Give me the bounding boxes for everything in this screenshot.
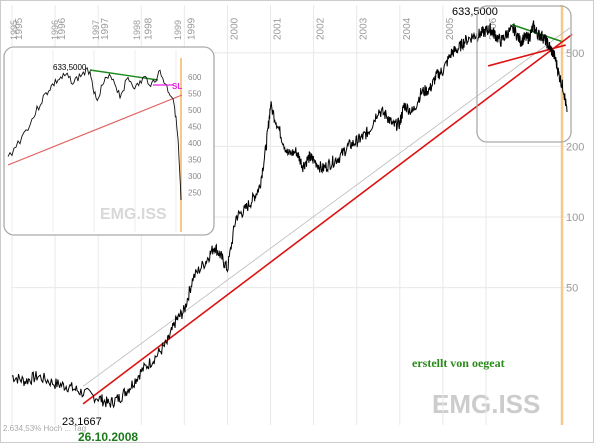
inset-red-trendline [7, 94, 183, 166]
inset-x-tick-label: 1998 [132, 20, 142, 40]
bottom-status-text: 2.634,53% Hoch ... Tag [3, 424, 86, 433]
inset-price-line [7, 67, 182, 201]
y-tick-label: 100 [566, 212, 584, 224]
x-tick-label: 2004 [402, 17, 413, 40]
x-tick-label: 2002 [316, 17, 327, 40]
inset-y-tick-label: 550 [188, 90, 202, 99]
grey-trendline [82, 27, 571, 387]
x-tick-label: 1996 [57, 17, 68, 40]
y-tick-label: 50 [566, 283, 578, 295]
inset-y-tick-label: 600 [188, 73, 202, 82]
inset-high-label: 633,5000 [53, 63, 87, 72]
x-tick-label: 1999 [186, 17, 197, 40]
price-line [11, 20, 568, 409]
x-tick-label: 1997 [100, 17, 111, 40]
x-tick-label: 1995 [14, 17, 25, 40]
x-tick-label: 2000 [229, 17, 240, 40]
zoom-callout-box [476, 5, 572, 143]
inset-panel: 1995 1996 1997 1998 1999 600 550 500 450 400 350 3… [3, 20, 215, 236]
x-tick-label: 2001 [273, 17, 284, 40]
inset-y-tick-label: 450 [188, 123, 202, 132]
date-label: 26.10.2008 [78, 430, 138, 443]
y-tick-label: 200 [566, 141, 584, 153]
y-tick-label: 500 [566, 48, 584, 60]
inset-y-tick-label: 300 [188, 172, 202, 181]
inset-y-tick-label: 350 [188, 156, 202, 165]
inset-y-tick-label: 250 [188, 189, 202, 198]
inset-y-tick-label: 500 [188, 106, 202, 115]
inset-grid-lines [11, 50, 177, 232]
inset-frame [3, 46, 215, 236]
red-short-trendline [487, 44, 566, 67]
x-tick-label: 2005 [445, 17, 456, 40]
inset-x-tick-label: 1995 [9, 20, 19, 40]
price-series [11, 20, 568, 409]
inset-x-tick-labels: 1995 1996 1997 1998 1999 [9, 20, 183, 40]
inset-watermark-text: EMG.ISS [100, 206, 167, 223]
x-tick-label: 1998 [143, 17, 154, 40]
all-time-high-label: 633,5000 [452, 6, 498, 18]
all-time-low-label: 23,1667 [62, 416, 102, 428]
inset-x-tick-label: 1999 [173, 20, 183, 40]
inset-y-tick-label: 400 [188, 139, 202, 148]
inset-x-tick-label: 1996 [50, 20, 60, 40]
x-tick-label: 2003 [359, 17, 370, 40]
inset-y-tick-labels: 600 550 500 450 400 350 300 250 [188, 73, 202, 198]
inset-sl-label: SL [172, 82, 182, 91]
inset-x-tick-label: 1997 [91, 20, 101, 40]
credit-text: erstellt von oegeat [412, 356, 505, 370]
